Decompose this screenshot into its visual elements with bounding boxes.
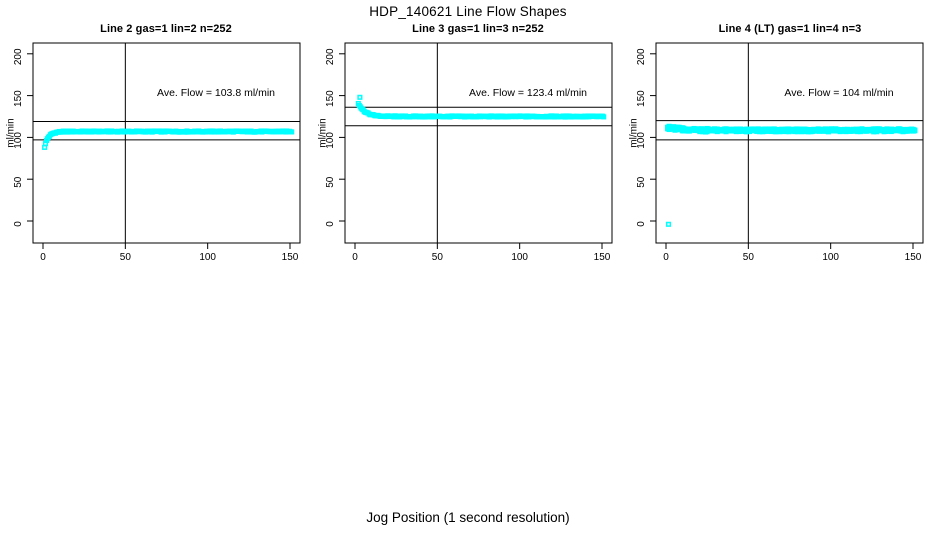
x-axis-footer-label: Jog Position (1 second resolution) — [366, 510, 570, 525]
panel-3-y-tick-label: 50 — [636, 176, 647, 188]
panel-3-x-tick-label: 100 — [822, 252, 839, 263]
panel-2-x-tick-label: 150 — [594, 252, 611, 263]
panel-3-data-marker — [912, 127, 918, 133]
panel-2-y-tick-label: 200 — [325, 48, 336, 65]
panel-1-y-tick-label: 100 — [13, 132, 24, 149]
panel-2-ave-flow-annotation: Ave. Flow = 123.4 ml/min — [469, 87, 587, 99]
panel-3-y-tick-label: 100 — [636, 132, 647, 149]
panel-1-data-marker — [289, 129, 295, 135]
panel-3-y-tick-label: 200 — [636, 48, 647, 65]
panel-1-outlier-marker — [42, 144, 48, 150]
panel-1-x-tick-label: 100 — [199, 252, 216, 263]
panel-1-plot-box — [32, 42, 301, 244]
plots-graphics-layer: 0 50 100 150 200 0 50 100 150 0 50 100 150 200 0 50 100 1… — [13, 42, 924, 263]
panel-2-data-marker — [601, 114, 607, 120]
panel-2-plot-box — [344, 42, 613, 244]
panel-3-x-tick-label: 50 — [743, 252, 755, 263]
panel-2-y-tick-label: 50 — [325, 176, 336, 188]
page-title: HDP_140621 Line Flow Shapes — [369, 4, 567, 19]
panel-3-outlier-marker — [665, 221, 672, 227]
panel-1-ave-flow-annotation: Ave. Flow = 103.8 ml/min — [157, 87, 275, 99]
panel-2-x-tick-label: 100 — [511, 252, 528, 263]
panel-3-x-tick-label: 0 — [663, 252, 669, 263]
panel-1-y-tick-label: 0 — [13, 221, 24, 227]
panel-2-y-tick-label: 0 — [325, 221, 336, 227]
panel-1-y-tick-label: 200 — [13, 48, 24, 65]
panel-2-title: Line 3 gas=1 lin=3 n=252 — [412, 23, 544, 35]
panel-3-title: Line 4 (LT) gas=1 lin=4 n=3 — [718, 23, 862, 35]
panel-3-ave-flow-annotation: Ave. Flow = 104 ml/min — [784, 87, 894, 99]
panel-2-x-tick-label: 50 — [432, 252, 444, 263]
panel-1-title: Line 2 gas=1 lin=2 n=252 — [100, 23, 232, 35]
panel-3-y-tick-label: 0 — [636, 221, 647, 227]
panel-2-y-tick-label: 100 — [325, 132, 336, 149]
panel-3-plot-box — [655, 42, 924, 244]
panel-2-outlier-marker — [357, 94, 363, 100]
panel-3-x-tick-label: 150 — [905, 252, 922, 263]
panel-2-y-tick-label: 150 — [325, 90, 336, 107]
panel-2-x-tick-label: 0 — [352, 252, 358, 263]
panel-1-y-tick-label: 50 — [13, 176, 24, 188]
panel-1-x-tick-label: 0 — [40, 252, 46, 263]
panel-1-x-tick-label: 150 — [282, 252, 299, 263]
panel-3-y-tick-label: 150 — [636, 90, 647, 107]
panel-1-y-tick-label: 150 — [13, 90, 24, 107]
panel-1-x-tick-label: 50 — [120, 252, 132, 263]
